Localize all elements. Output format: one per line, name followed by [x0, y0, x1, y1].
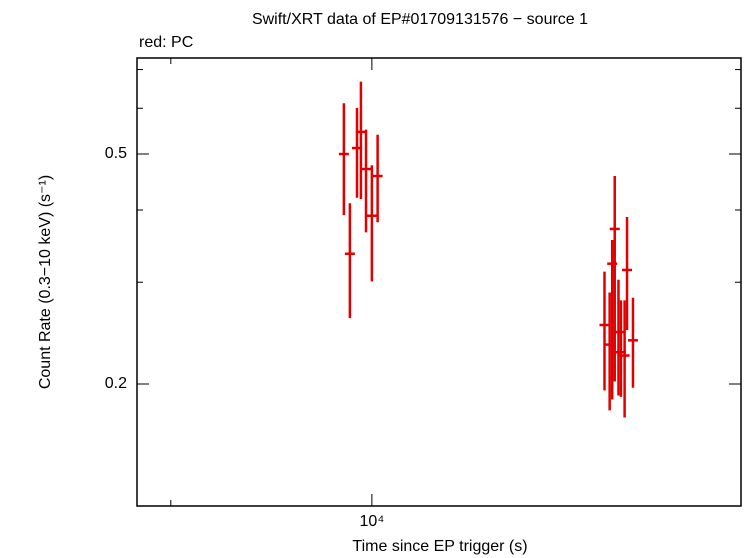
x-axis-label: Time since EP trigger (s) [352, 538, 527, 555]
chart-title: Swift/XRT data of EP#01709131576 − sourc… [252, 11, 588, 28]
plot-frame [136, 57, 742, 507]
x-tick-label: 10⁴ [360, 513, 385, 530]
y-axis-label: Count Rate (0.3−10 keV) (s⁻¹) [37, 175, 54, 389]
y-tick-label: 0.2 [105, 375, 127, 392]
y-tick-label: 0.5 [105, 145, 127, 162]
chart-subtitle: red: PC [139, 34, 193, 51]
